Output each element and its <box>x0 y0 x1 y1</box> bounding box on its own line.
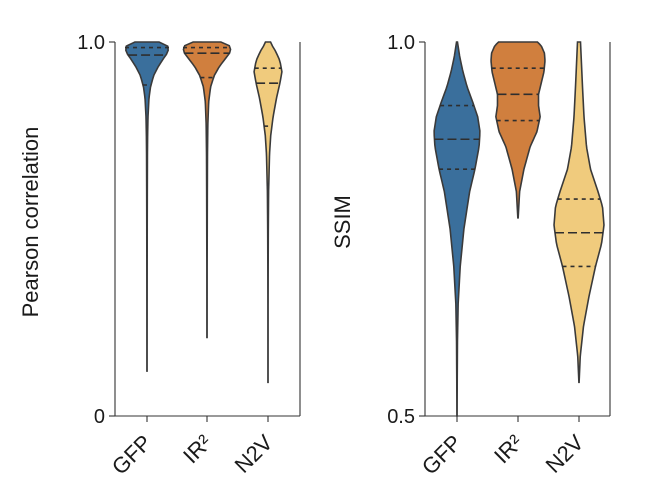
y-axis-title: Pearson correlation <box>18 127 43 318</box>
y-axis-title: SSIM <box>330 195 355 249</box>
y-tick-label: 1.0 <box>77 32 105 54</box>
x-tick-label: N2V <box>541 430 589 478</box>
y-tick-label: 1.0 <box>387 32 415 54</box>
x-tick-label: GFP <box>107 430 157 480</box>
panel-1: 0 1.0 Pearson correlation GFP IR² N2V <box>18 32 301 480</box>
y-tick-label: 0.5 <box>387 406 415 428</box>
panel-2: 0.5 1.0 SSIM GFP IR² N2V <box>330 32 611 480</box>
violin-n2v <box>553 41 605 384</box>
violin-gfp <box>433 41 481 417</box>
violin-ir <box>490 41 546 219</box>
y-tick-label: 0 <box>94 406 105 428</box>
x-tick-label: IR² <box>178 430 216 468</box>
violin-ir <box>182 41 232 339</box>
x-tick-label: N2V <box>230 430 278 478</box>
x-tick-label: IR² <box>489 430 527 468</box>
x-tick-label: GFP <box>417 430 467 480</box>
violin-gfp <box>125 41 169 372</box>
violin-n2v <box>253 41 283 384</box>
